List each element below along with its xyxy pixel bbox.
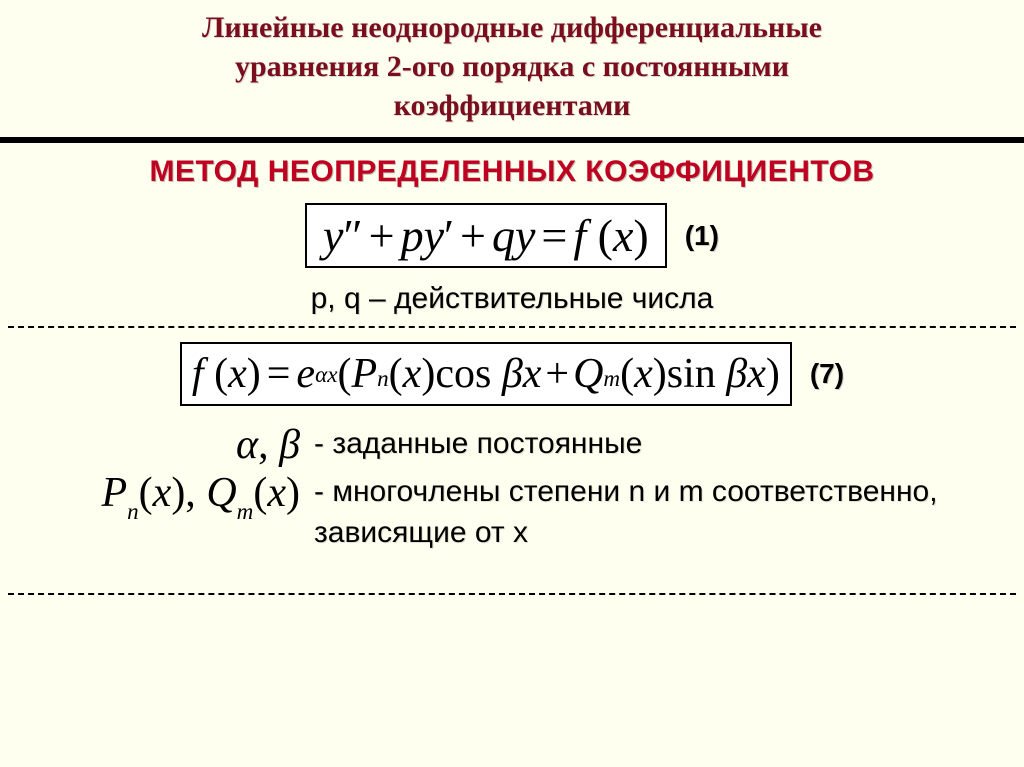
equation-1-row: y″+ py′+ qy= f (x) (1) (0, 203, 1024, 268)
divider-1 (8, 326, 1016, 328)
title-line-1: Линейные неоднородные дифференциальные (40, 8, 984, 47)
equation-7-box: f (x) = eαx (Pn (x) cos βx + Qm (x) sin … (180, 342, 792, 406)
equation-7-row: f (x) = eαx (Pn (x) cos βx + Qm (x) sin … (0, 342, 1024, 406)
equation-1-number: (1) (685, 220, 719, 252)
title-line-3: коэффициентами (40, 86, 984, 125)
equation-1-box: y″+ py′+ qy= f (x) (305, 203, 667, 268)
definition-row: α, β - заданные постоянные (40, 424, 1024, 466)
title-rule (0, 137, 1024, 143)
equation-7-number: (7) (810, 358, 844, 390)
note-pq: p, q – действительные числа (0, 282, 1024, 316)
definition-symbol-alpha-beta: α, β (40, 424, 300, 466)
definition-text: - заданные постоянные (314, 424, 642, 465)
title-line-2: уравнения 2-ого порядка с постоянными (40, 47, 984, 86)
divider-2 (8, 593, 1016, 595)
definition-symbol-pn-qm: Pn(x), Qm(x) (40, 472, 300, 519)
definition-row: Pn(x), Qm(x) - многочлены степени n и m … (40, 472, 1024, 553)
page-title: Линейные неоднородные дифференциальные у… (0, 0, 1024, 137)
definition-text: - многочлены степени n и m соответственн… (314, 472, 974, 553)
method-subtitle: МЕТОД НЕОПРЕДЕЛЕННЫХ КОЭФФИЦИЕНТОВ (0, 155, 1024, 189)
definitions-block: α, β - заданные постоянные Pn(x), Qm(x) … (40, 424, 1024, 553)
